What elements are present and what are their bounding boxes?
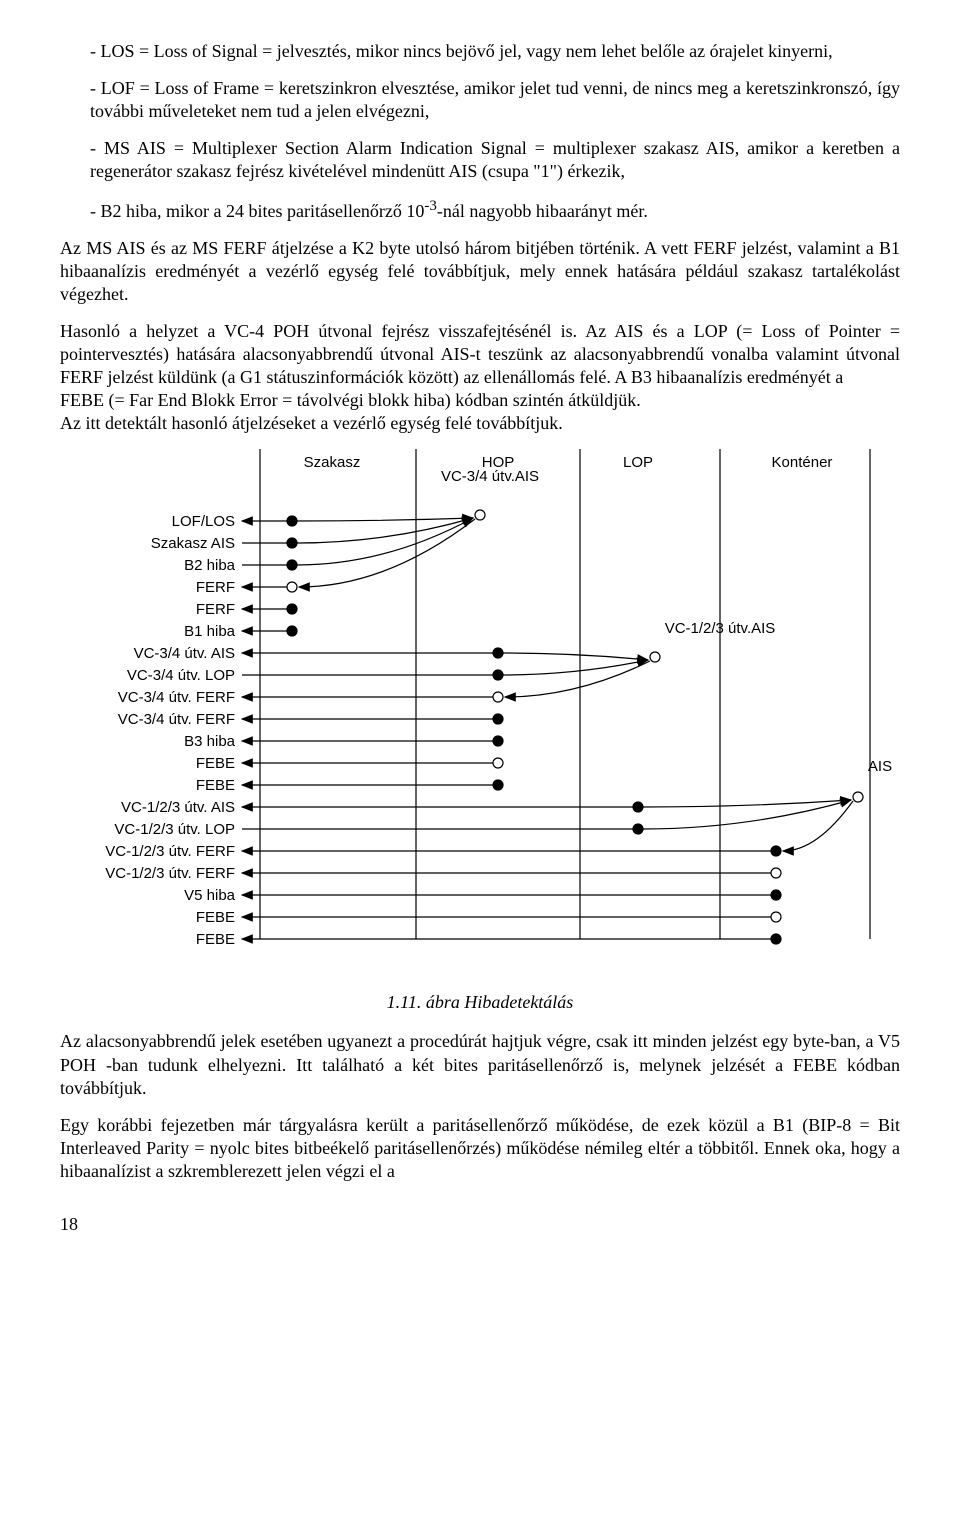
- svg-text:FEBE: FEBE: [196, 931, 235, 948]
- svg-text:AIS: AIS: [868, 758, 892, 775]
- svg-text:VC-3/4 útv. FERF: VC-3/4 útv. FERF: [118, 711, 235, 728]
- para-lower-order: Az alacsonyabbrendű jelek esetében ugyan…: [60, 1030, 900, 1099]
- svg-text:B3 hiba: B3 hiba: [184, 733, 236, 750]
- para-detect: Az itt detektált hasonló átjelzéseket a …: [60, 412, 900, 435]
- svg-text:FERF: FERF: [196, 579, 235, 596]
- svg-text:VC-1/2/3 útv.AIS: VC-1/2/3 útv.AIS: [665, 620, 776, 637]
- svg-text:FEBE: FEBE: [196, 777, 235, 794]
- svg-text:FEBE: FEBE: [196, 755, 235, 772]
- diagram-svg: SzakaszHOPLOPKonténerVC-3/4 útv.AISVC-1/…: [60, 449, 920, 979]
- para-msais-ferf: Az MS AIS és az MS FERF átjelzése a K2 b…: [60, 237, 900, 306]
- svg-text:VC-1/2/3 útv. FERF: VC-1/2/3 útv. FERF: [105, 843, 235, 860]
- bullet-b2-a: - B2 hiba, mikor a 24 bites paritásellen…: [90, 201, 424, 221]
- svg-text:FERF: FERF: [196, 601, 235, 618]
- svg-text:VC-1/2/3 útv. AIS: VC-1/2/3 útv. AIS: [121, 799, 235, 816]
- svg-text:FEBE: FEBE: [196, 909, 235, 926]
- svg-text:VC-3/4 útv. LOP: VC-3/4 útv. LOP: [127, 667, 235, 684]
- svg-text:B1 hiba: B1 hiba: [184, 623, 236, 640]
- svg-text:VC-3/4 útv. FERF: VC-3/4 útv. FERF: [118, 689, 235, 706]
- exponent: -3: [424, 198, 437, 214]
- svg-text:Szakasz: Szakasz: [304, 454, 361, 471]
- svg-text:VC-3/4 útv.AIS: VC-3/4 útv.AIS: [441, 468, 539, 485]
- bullet-msais: - MS AIS = Multiplexer Section Alarm Ind…: [60, 137, 900, 183]
- para-febe: FEBE (= Far End Blokk Error = távolvégi …: [60, 389, 900, 412]
- error-detection-diagram: SzakaszHOPLOPKonténerVC-3/4 útv.AISVC-1/…: [60, 449, 920, 979]
- svg-text:VC-1/2/3 útv. LOP: VC-1/2/3 útv. LOP: [114, 821, 235, 838]
- svg-text:Szakasz AIS: Szakasz AIS: [151, 535, 235, 552]
- svg-text:VC-3/4 útv. AIS: VC-3/4 útv. AIS: [134, 645, 235, 662]
- page-number: 18: [60, 1213, 900, 1236]
- para-bip8: Egy korábbi fejezetben már tárgyalásra k…: [60, 1114, 900, 1183]
- svg-text:B2 hiba: B2 hiba: [184, 557, 236, 574]
- svg-text:V5 hiba: V5 hiba: [184, 887, 236, 904]
- bullet-b2: - B2 hiba, mikor a 24 bites paritásellen…: [60, 197, 900, 223]
- bullet-lof: - LOF = Loss of Frame = keretszinkron el…: [60, 77, 900, 123]
- svg-text:LOF/LOS: LOF/LOS: [172, 513, 235, 530]
- para-vc4-1: Hasonló a helyzet a VC-4 POH útvonal fej…: [60, 320, 900, 389]
- bullet-los: - LOS = Loss of Signal = jelvesztés, mik…: [60, 40, 900, 63]
- svg-text:LOP: LOP: [623, 454, 653, 471]
- svg-text:Konténer: Konténer: [772, 454, 833, 471]
- svg-text:VC-1/2/3 útv. FERF: VC-1/2/3 útv. FERF: [105, 865, 235, 882]
- bullet-b2-b: -nál nagyobb hibaarányt mér.: [437, 201, 648, 221]
- figure-caption: 1.11. ábra Hibadetektálás: [60, 991, 900, 1014]
